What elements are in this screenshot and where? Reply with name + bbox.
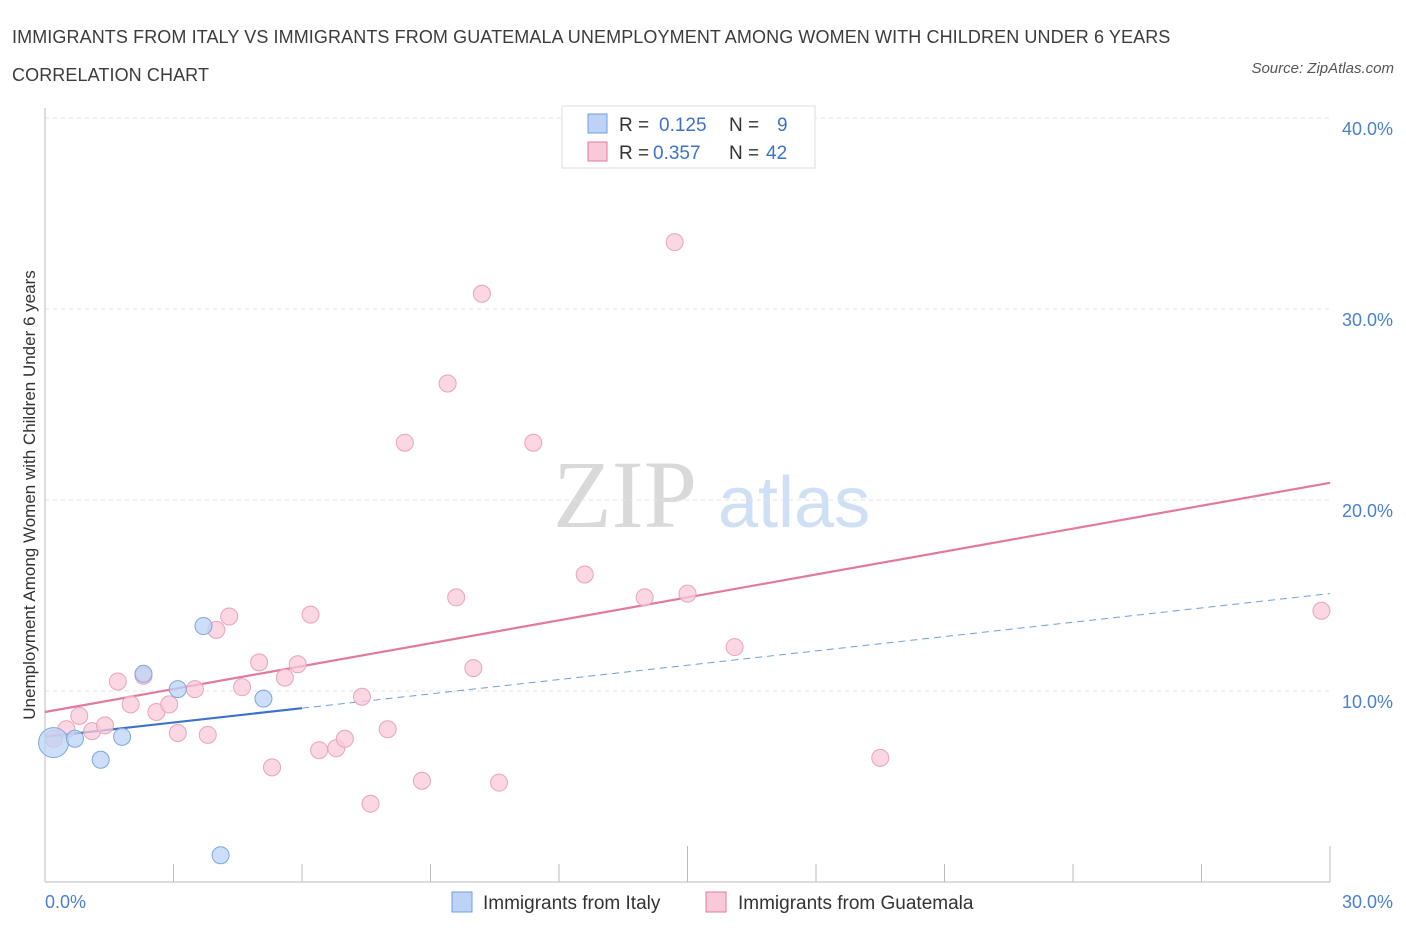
legend-n-label-guatemala: N = <box>729 143 759 164</box>
guatemala-point <box>464 659 483 678</box>
guatemala-point <box>361 794 380 813</box>
legend-r-label-italy: R = <box>619 115 649 136</box>
italy-point <box>168 680 187 699</box>
guatemala-point <box>395 433 414 452</box>
bottom-legend-swatch-guatemala <box>705 891 727 913</box>
guatemala-point <box>121 695 140 714</box>
guatemala-point <box>301 605 320 624</box>
guatemala-point <box>412 771 431 790</box>
legend-n-value-italy: 9 <box>777 115 788 136</box>
italy-point <box>38 727 70 759</box>
guatemala-point <box>635 588 654 607</box>
legend-swatch-guatemala <box>587 141 608 162</box>
guatemala-point <box>95 716 114 735</box>
guatemala-point <box>310 741 329 760</box>
guatemala-point <box>472 284 491 303</box>
legend-r-value-italy: 0.125 <box>659 115 707 136</box>
guatemala-point <box>220 607 239 626</box>
guatemala-point <box>447 588 466 607</box>
guatemala-point <box>871 748 890 767</box>
guatemala-point <box>665 233 684 252</box>
guatemala-point <box>490 773 509 792</box>
guatemala-point <box>160 695 179 714</box>
y-tick-label: 20.0% <box>1342 501 1393 521</box>
guatemala-point <box>288 655 307 674</box>
guatemala-point <box>168 724 187 743</box>
legend-swatch-italy <box>587 113 608 134</box>
italy-trend-extension <box>301 593 1331 709</box>
legend-n-label-italy: N = <box>729 115 759 136</box>
grid-lines <box>45 117 1330 692</box>
guatemala-point <box>70 706 89 725</box>
y-tick-label: 30.0% <box>1342 310 1393 330</box>
source-label: Source: ZipAtlas.com <box>1251 60 1394 77</box>
x-tick-label-max: 30.0% <box>1342 892 1393 912</box>
italy-point <box>91 750 110 769</box>
guatemala-point <box>725 638 744 657</box>
guatemala-point <box>198 725 217 744</box>
legend-r-label-guatemala: R = <box>619 143 649 164</box>
guatemala-point <box>524 433 543 452</box>
y-axis-label: Unemployment Among Women with Children U… <box>20 270 39 719</box>
italy-point <box>134 664 153 683</box>
guatemala-point <box>678 584 697 603</box>
guatemala-point <box>185 680 204 699</box>
correlation-legend: R = 0.125 N = 9 R = 0.357 N = 42 <box>561 105 816 169</box>
chart-title: IMMIGRANTS FROM ITALY VS IMMIGRANTS FROM… <box>12 27 1171 85</box>
guatemala-point <box>250 653 269 672</box>
guatemala-point <box>352 687 371 706</box>
watermark-zip: ZIP <box>553 441 697 548</box>
guatemala-point <box>378 720 397 739</box>
y-tick-label: 10.0% <box>1342 692 1393 712</box>
italy-point <box>65 729 84 748</box>
guatemala-point <box>275 668 294 687</box>
italy-point <box>113 727 132 746</box>
bottom-legend-label-italy: Immigrants from Italy <box>483 893 661 914</box>
x-tick-label-min: 0.0% <box>45 892 86 912</box>
italy-point <box>211 846 230 865</box>
italy-point <box>254 689 273 708</box>
bottom-legend-label-guatemala: Immigrants from Guatemala <box>738 893 974 914</box>
guatemala-point <box>438 374 457 393</box>
guatemala-point <box>108 672 127 691</box>
y-tick-label: 40.0% <box>1342 119 1393 139</box>
guatemala-point <box>1312 601 1331 620</box>
italy-point <box>194 617 213 636</box>
series-legend: Immigrants from Italy Immigrants from Gu… <box>451 891 974 914</box>
guatemala-point <box>233 678 252 697</box>
legend-n-value-guatemala: 42 <box>766 143 787 164</box>
legend-r-value-guatemala: 0.357 <box>653 143 701 164</box>
guatemala-point <box>263 758 282 777</box>
data-points <box>38 233 1331 865</box>
bottom-legend-swatch-italy <box>451 891 473 913</box>
guatemala-point <box>575 565 594 584</box>
watermark-atlas: atlas <box>718 463 870 543</box>
guatemala-point <box>335 729 354 748</box>
